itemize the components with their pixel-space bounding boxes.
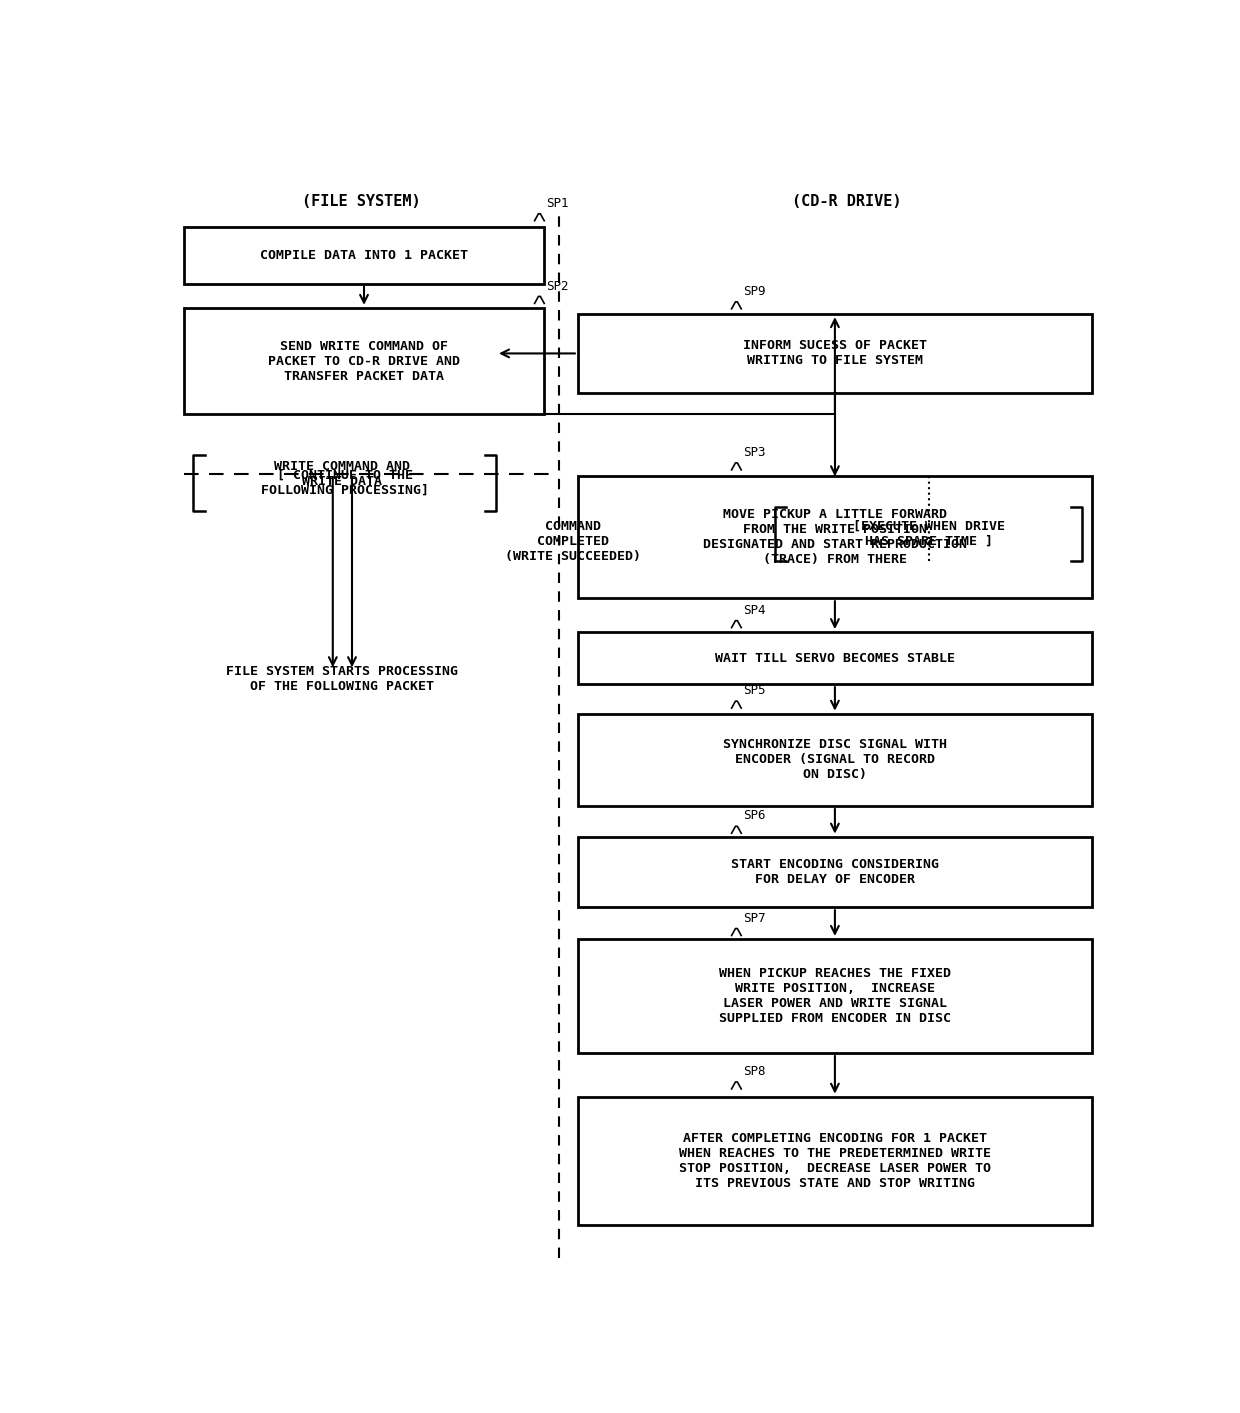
Text: SP3: SP3 [743, 447, 765, 459]
Bar [578, 938, 1092, 1053]
Text: SP7: SP7 [743, 911, 765, 924]
Text: SEND WRITE COMMAND OF
PACKET TO CD-R DRIVE AND
TRANSFER PACKET DATA: SEND WRITE COMMAND OF PACKET TO CD-R DRI… [268, 339, 460, 383]
Text: SP4: SP4 [743, 603, 765, 616]
Bar [578, 714, 1092, 805]
Bar [578, 836, 1092, 907]
Text: (CD-R DRIVE): (CD-R DRIVE) [792, 194, 901, 209]
Text: [EXECUTE WHEN DRIVE
HAS SPARE TIME ]: [EXECUTE WHEN DRIVE HAS SPARE TIME ] [853, 520, 1004, 548]
Text: SP9: SP9 [743, 285, 765, 298]
Text: COMPILE DATA INTO 1 PACKET: COMPILE DATA INTO 1 PACKET [260, 249, 467, 261]
Text: SP2: SP2 [546, 280, 569, 292]
Text: SP5: SP5 [743, 684, 765, 697]
Bar [578, 476, 1092, 598]
Text: (FILE SYSTEM): (FILE SYSTEM) [303, 194, 420, 209]
Text: MOVE PICKUP A LITTLE FORWARD
FROM THE WRITE POSITION
DESIGNATED AND START REPROD: MOVE PICKUP A LITTLE FORWARD FROM THE WR… [703, 509, 967, 567]
Text: INFORM SUCESS OF PACKET
WRITING TO FILE SYSTEM: INFORM SUCESS OF PACKET WRITING TO FILE … [743, 339, 928, 367]
Text: SP8: SP8 [743, 1065, 765, 1078]
Bar [184, 308, 544, 414]
Text: START ENCODING CONSIDERING
FOR DELAY OF ENCODER: START ENCODING CONSIDERING FOR DELAY OF … [730, 858, 939, 886]
Bar [578, 314, 1092, 393]
Text: FILE SYSTEM STARTS PROCESSING
OF THE FOLLOWING PACKET: FILE SYSTEM STARTS PROCESSING OF THE FOL… [227, 664, 459, 692]
Text: COMMAND
COMPLETED
(WRITE SUCCEEDED): COMMAND COMPLETED (WRITE SUCCEEDED) [505, 520, 641, 562]
Text: WRITE COMMAND AND
WRITE DATA: WRITE COMMAND AND WRITE DATA [274, 461, 410, 487]
Text: AFTER COMPLETING ENCODING FOR 1 PACKET
WHEN REACHES TO THE PREDETERMINED WRITE
S: AFTER COMPLETING ENCODING FOR 1 PACKET W… [680, 1132, 991, 1190]
Bar [578, 1096, 1092, 1225]
Text: SYNCHRONIZE DISC SIGNAL WITH
ENCODER (SIGNAL TO RECORD
ON DISC): SYNCHRONIZE DISC SIGNAL WITH ENCODER (SI… [723, 739, 947, 781]
Text: SP6: SP6 [743, 810, 765, 822]
Bar [578, 632, 1092, 684]
Text: WHEN PICKUP REACHES THE FIXED
WRITE POSITION,  INCREASE
LASER POWER AND WRITE SI: WHEN PICKUP REACHES THE FIXED WRITE POSI… [719, 966, 951, 1024]
Bar [184, 227, 544, 284]
Text: SP1: SP1 [546, 196, 569, 209]
Text: [ CONTINUE TO THE
FOLLOWING PROCESSING]: [ CONTINUE TO THE FOLLOWING PROCESSING] [260, 469, 429, 497]
Text: WAIT TILL SERVO BECOMES STABLE: WAIT TILL SERVO BECOMES STABLE [715, 651, 955, 664]
